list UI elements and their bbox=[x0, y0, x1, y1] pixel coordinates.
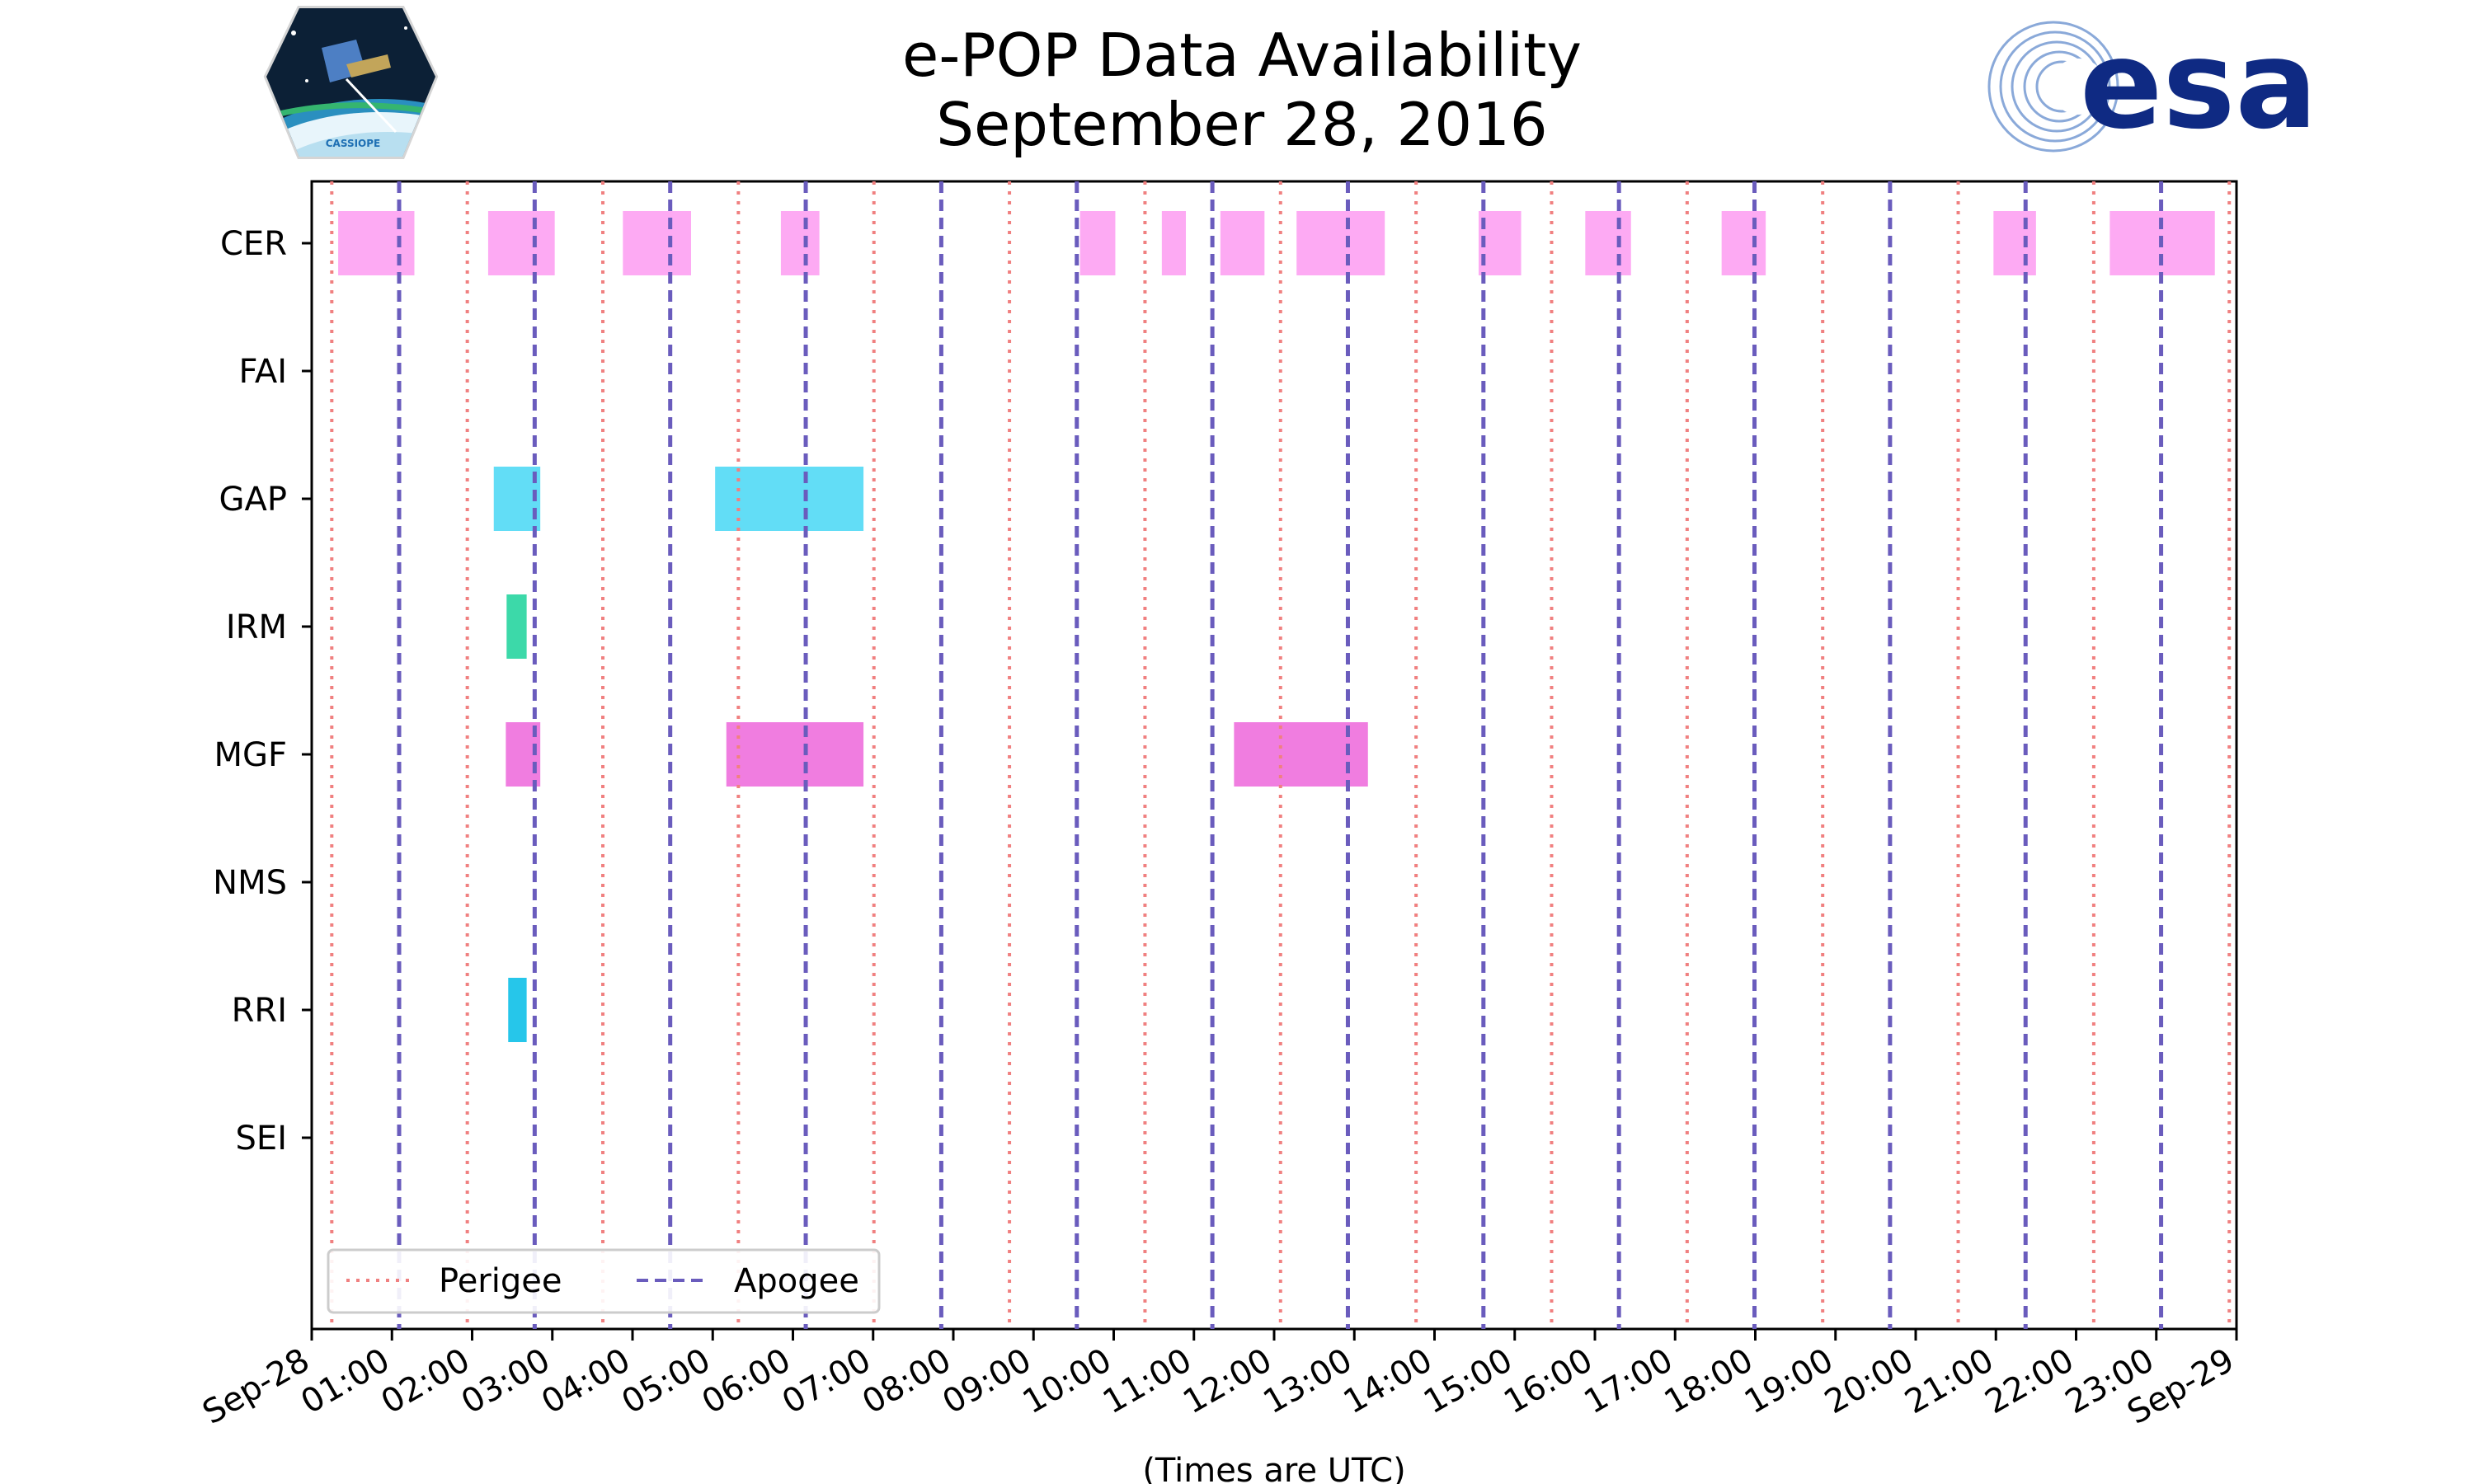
bar-mgf-2 bbox=[1234, 722, 1368, 787]
x-label-11: 11:00 bbox=[1097, 1341, 1198, 1421]
x-label-19: 19:00 bbox=[1738, 1341, 1840, 1421]
y-label-irm: IRM bbox=[226, 608, 287, 646]
esa-logo: esa bbox=[1987, 14, 2317, 156]
x-label-2: 02:00 bbox=[375, 1341, 477, 1421]
x-label-8: 08:00 bbox=[856, 1341, 957, 1421]
bar-cer-9 bbox=[1585, 211, 1631, 275]
chart-title-line-2: September 28, 2016 bbox=[936, 90, 1547, 159]
y-label-gap: GAP bbox=[219, 481, 287, 519]
x-label-18: 18:00 bbox=[1658, 1341, 1760, 1421]
bar-gap-0 bbox=[493, 467, 541, 531]
x-label-4: 04:00 bbox=[535, 1341, 637, 1421]
esa-logo-text: esa bbox=[2080, 14, 2317, 156]
bar-cer-1 bbox=[487, 211, 555, 275]
x-label-21: 21:00 bbox=[1898, 1341, 2000, 1421]
x-axis-label: (Times are UTC) bbox=[1142, 1452, 1405, 1484]
bar-cer-5 bbox=[1161, 211, 1187, 275]
bar-cer-3 bbox=[780, 211, 820, 275]
y-label-nms: NMS bbox=[213, 864, 287, 902]
bar-cer-11 bbox=[1993, 211, 2036, 275]
instrument-bars bbox=[338, 211, 2215, 1042]
bar-cer-0 bbox=[338, 211, 415, 275]
bar-mgf-1 bbox=[726, 722, 864, 787]
x-label-1: 01:00 bbox=[294, 1341, 396, 1421]
bar-cer-2 bbox=[623, 211, 691, 275]
bar-cer-7 bbox=[1296, 211, 1385, 275]
x-label-9: 09:00 bbox=[936, 1341, 1037, 1421]
y-label-mgf: MGF bbox=[214, 736, 287, 774]
x-label-22: 22:00 bbox=[1979, 1341, 2081, 1421]
x-axis: Sep-2801:0002:0003:0004:0005:0006:0007:0… bbox=[196, 1329, 2241, 1432]
bar-cer-8 bbox=[1478, 211, 1522, 275]
chart-title-line-1: e-POP Data Availability bbox=[902, 21, 1582, 90]
y-label-rri: RRI bbox=[232, 992, 287, 1030]
bar-cer-6 bbox=[1220, 211, 1265, 275]
x-label-20: 20:00 bbox=[1818, 1341, 1920, 1421]
x-label-14: 14:00 bbox=[1338, 1341, 1439, 1421]
bar-irm-0 bbox=[506, 594, 527, 659]
x-label-7: 07:00 bbox=[776, 1341, 877, 1421]
x-label-16: 16:00 bbox=[1498, 1341, 1599, 1421]
x-label-5: 05:00 bbox=[615, 1341, 717, 1421]
y-axis: CER FAI GAP IRM MGF NMS RRI SEI bbox=[213, 225, 312, 1158]
cassiope-logo: CASSIOPE bbox=[263, 6, 439, 159]
legend-box bbox=[327, 1248, 881, 1314]
x-label-6: 06:00 bbox=[696, 1341, 797, 1421]
legend-apogee-label: Apogee bbox=[734, 1262, 859, 1300]
y-label-cer: CER bbox=[220, 225, 287, 263]
y-label-sei: SEI bbox=[236, 1120, 287, 1158]
x-label-3: 03:00 bbox=[455, 1341, 557, 1421]
x-label-13: 13:00 bbox=[1257, 1341, 1358, 1421]
cassiope-logo-text: CASSIOPE bbox=[326, 138, 381, 149]
bar-cer-10 bbox=[1721, 211, 1766, 275]
x-label-17: 17:00 bbox=[1578, 1341, 1679, 1421]
bar-rri-0 bbox=[508, 978, 527, 1042]
x-label-12: 12:00 bbox=[1177, 1341, 1278, 1421]
legend: Perigee Apogee bbox=[327, 1248, 881, 1314]
y-label-fai: FAI bbox=[239, 353, 288, 391]
legend-perigee-label: Perigee bbox=[439, 1262, 562, 1300]
bar-cer-4 bbox=[1079, 211, 1116, 275]
orbit-lines bbox=[330, 181, 2232, 1329]
x-label-15: 15:00 bbox=[1418, 1341, 1519, 1421]
x-label-10: 10:00 bbox=[1017, 1341, 1118, 1421]
